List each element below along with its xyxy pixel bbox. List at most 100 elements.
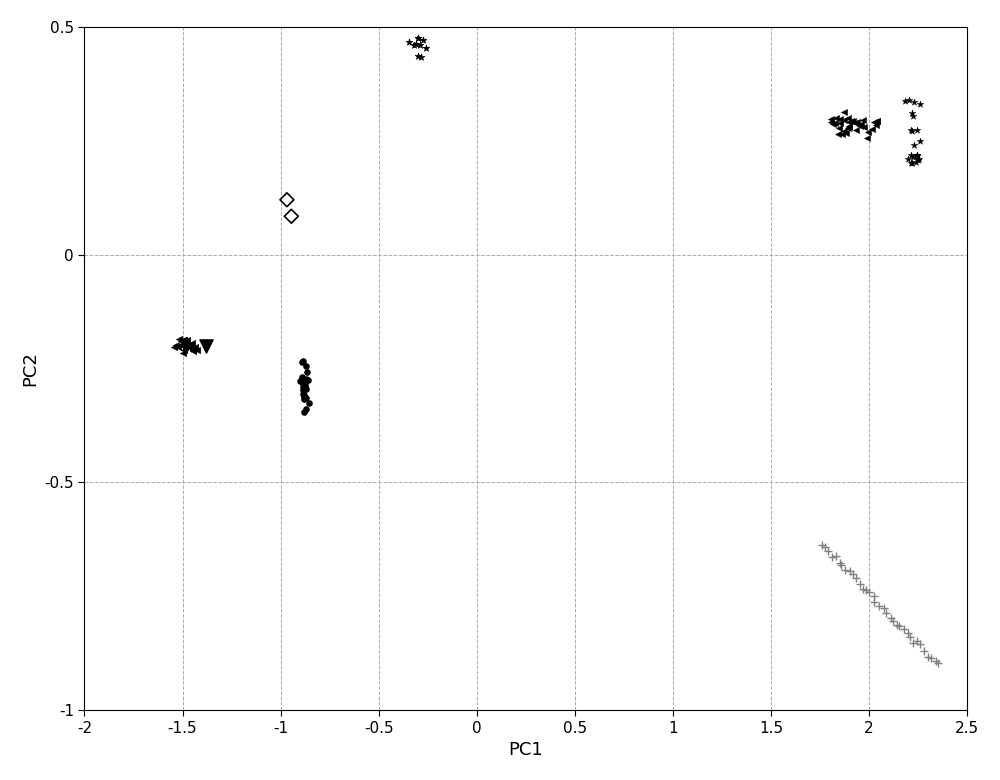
Point xyxy=(823,115,839,128)
Point xyxy=(861,586,877,598)
Point xyxy=(171,332,187,345)
Point xyxy=(830,127,846,140)
Point xyxy=(827,117,843,129)
Point xyxy=(177,341,193,353)
Point xyxy=(868,119,884,132)
Point xyxy=(889,619,905,632)
Point xyxy=(408,38,424,51)
Point xyxy=(905,151,921,163)
Point xyxy=(856,121,872,133)
Point xyxy=(170,341,186,353)
Point xyxy=(825,118,841,130)
Point xyxy=(295,388,311,400)
Point xyxy=(896,623,912,636)
Point xyxy=(920,651,936,664)
Point xyxy=(182,339,198,352)
Point xyxy=(909,124,925,136)
Point xyxy=(828,112,844,124)
Point xyxy=(296,393,312,406)
Point xyxy=(297,375,313,388)
Point xyxy=(906,96,922,108)
Point xyxy=(838,126,854,139)
Point xyxy=(828,550,844,562)
Point xyxy=(187,341,203,353)
Point xyxy=(848,572,864,584)
Point xyxy=(876,601,892,614)
X-axis label: PC1: PC1 xyxy=(508,741,543,759)
Point xyxy=(300,374,316,386)
Point xyxy=(842,565,858,577)
Point xyxy=(296,390,312,402)
Point xyxy=(297,377,313,389)
Point xyxy=(180,340,196,353)
Point xyxy=(885,615,901,627)
Point xyxy=(177,341,193,353)
Point xyxy=(832,112,848,125)
Point xyxy=(909,148,925,161)
Point xyxy=(298,402,314,415)
Point xyxy=(903,148,919,161)
Point xyxy=(176,334,192,346)
Point xyxy=(298,373,314,385)
Point xyxy=(410,32,426,44)
Point xyxy=(296,389,312,402)
Point xyxy=(184,342,200,355)
Point xyxy=(295,378,311,391)
Point xyxy=(298,360,314,373)
Point xyxy=(853,118,869,130)
Point xyxy=(295,355,311,367)
Point xyxy=(908,156,924,168)
Point xyxy=(173,335,189,348)
Point xyxy=(904,157,920,169)
Point xyxy=(900,627,916,640)
Point xyxy=(831,122,847,134)
Point xyxy=(866,115,882,128)
Point xyxy=(413,51,429,63)
Point xyxy=(847,117,863,129)
Point xyxy=(840,112,856,124)
Point xyxy=(909,149,925,161)
Point xyxy=(860,126,876,139)
Point xyxy=(928,654,944,667)
Point xyxy=(869,115,885,127)
Point xyxy=(296,390,312,402)
Point xyxy=(292,375,308,388)
Point xyxy=(175,333,191,346)
Point xyxy=(185,344,201,356)
Point xyxy=(903,156,919,168)
Point xyxy=(841,121,857,133)
Point xyxy=(911,152,927,165)
Point xyxy=(178,339,194,351)
Point xyxy=(902,631,918,644)
Point xyxy=(824,551,840,563)
Point xyxy=(909,635,925,647)
Point xyxy=(179,335,195,347)
Point xyxy=(836,113,852,126)
Point xyxy=(843,115,859,127)
Point xyxy=(855,583,871,595)
Point xyxy=(178,339,194,351)
Point xyxy=(412,39,428,51)
Point xyxy=(903,123,919,136)
Point xyxy=(832,557,848,569)
Point xyxy=(845,115,861,128)
Point xyxy=(866,590,882,602)
Point xyxy=(820,544,836,557)
Point xyxy=(294,356,310,368)
Point xyxy=(859,131,875,144)
Point xyxy=(833,559,849,572)
Point xyxy=(906,139,922,151)
Point xyxy=(174,338,190,350)
Point xyxy=(834,128,850,140)
Y-axis label: PC2: PC2 xyxy=(21,351,39,386)
Point xyxy=(836,125,852,137)
Point xyxy=(301,396,317,409)
Point xyxy=(866,596,882,608)
Point xyxy=(910,154,926,166)
Point xyxy=(845,568,861,580)
Point xyxy=(869,115,885,127)
Point xyxy=(916,644,932,657)
Point xyxy=(855,113,871,126)
Point xyxy=(299,366,315,378)
Point xyxy=(279,193,295,206)
